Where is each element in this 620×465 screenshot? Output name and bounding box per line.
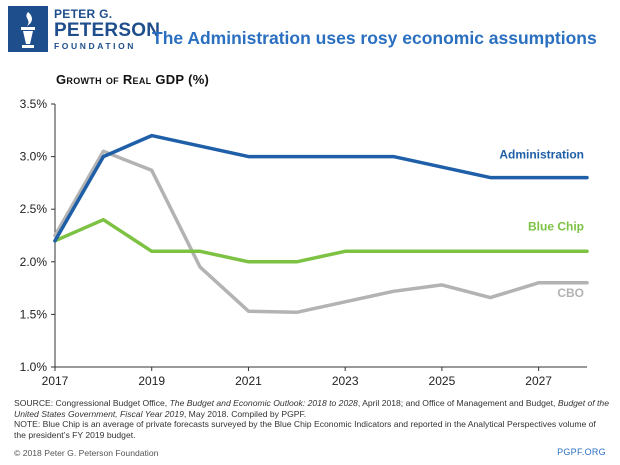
note-text: NOTE: Blue Chip is an average of private… <box>14 419 596 440</box>
y-tick-label: 1.0% <box>20 360 48 374</box>
source-title-1: The Budget and Economic Outlook: 2018 to… <box>169 398 358 408</box>
series-label-blue-chip: Blue Chip <box>528 219 584 233</box>
source-suffix: , May 2018. Compiled by PGPF. <box>183 408 307 419</box>
logo-line-1: PETER G. <box>54 7 113 21</box>
source-title-2: Budget of the United States Government, … <box>14 398 609 419</box>
y-tick-label: 3.5% <box>20 97 48 111</box>
x-tick-label: 2025 <box>429 374 456 388</box>
series-line-blue-chip <box>53 217 589 264</box>
logo-line-2: PETERSON <box>54 20 161 41</box>
series-label-cbo: CBO <box>557 286 584 300</box>
x-tick-label: 2027 <box>525 374 552 388</box>
y-tick-label: 1.5% <box>20 307 48 321</box>
copyright: © 2018 Peter G. Peterson Foundation <box>14 448 159 458</box>
y-tick-label: 2.5% <box>20 202 48 216</box>
x-tick-label: 2023 <box>332 374 359 388</box>
series-label-administration: Administration <box>499 148 584 162</box>
y-tick-label: 2.0% <box>20 255 48 269</box>
chart-title: Growth of Real GDP (%) <box>56 72 210 87</box>
source-mid: , April 2018; and Office of Management a… <box>357 398 558 408</box>
page-title: The Administration uses rosy economic as… <box>152 28 597 48</box>
x-tick-label: 2021 <box>235 374 262 388</box>
torch-icon <box>8 6 48 52</box>
source-prefix: SOURCE: Congressional Budget Office, <box>14 398 170 408</box>
logo-line-3: FOUNDATION <box>54 41 137 51</box>
site-link[interactable]: PGPF.ORG <box>557 447 606 457</box>
y-tick-label: 3.0% <box>20 150 48 164</box>
pgpf-logo: PETER G. PETERSON FOUNDATION <box>8 6 160 58</box>
source-notes: SOURCE: Congressional Budget Office, The… <box>14 398 610 440</box>
chart-area: 1.0% 1.5% 2.0% 2.5% 3.0% 3.5% 2017 2019 2021 2023… <box>20 97 589 388</box>
series-line-cbo <box>53 149 589 315</box>
series-line-administration <box>53 133 589 243</box>
x-tick-label: 2019 <box>138 374 165 388</box>
x-tick-label: 2017 <box>42 374 69 388</box>
